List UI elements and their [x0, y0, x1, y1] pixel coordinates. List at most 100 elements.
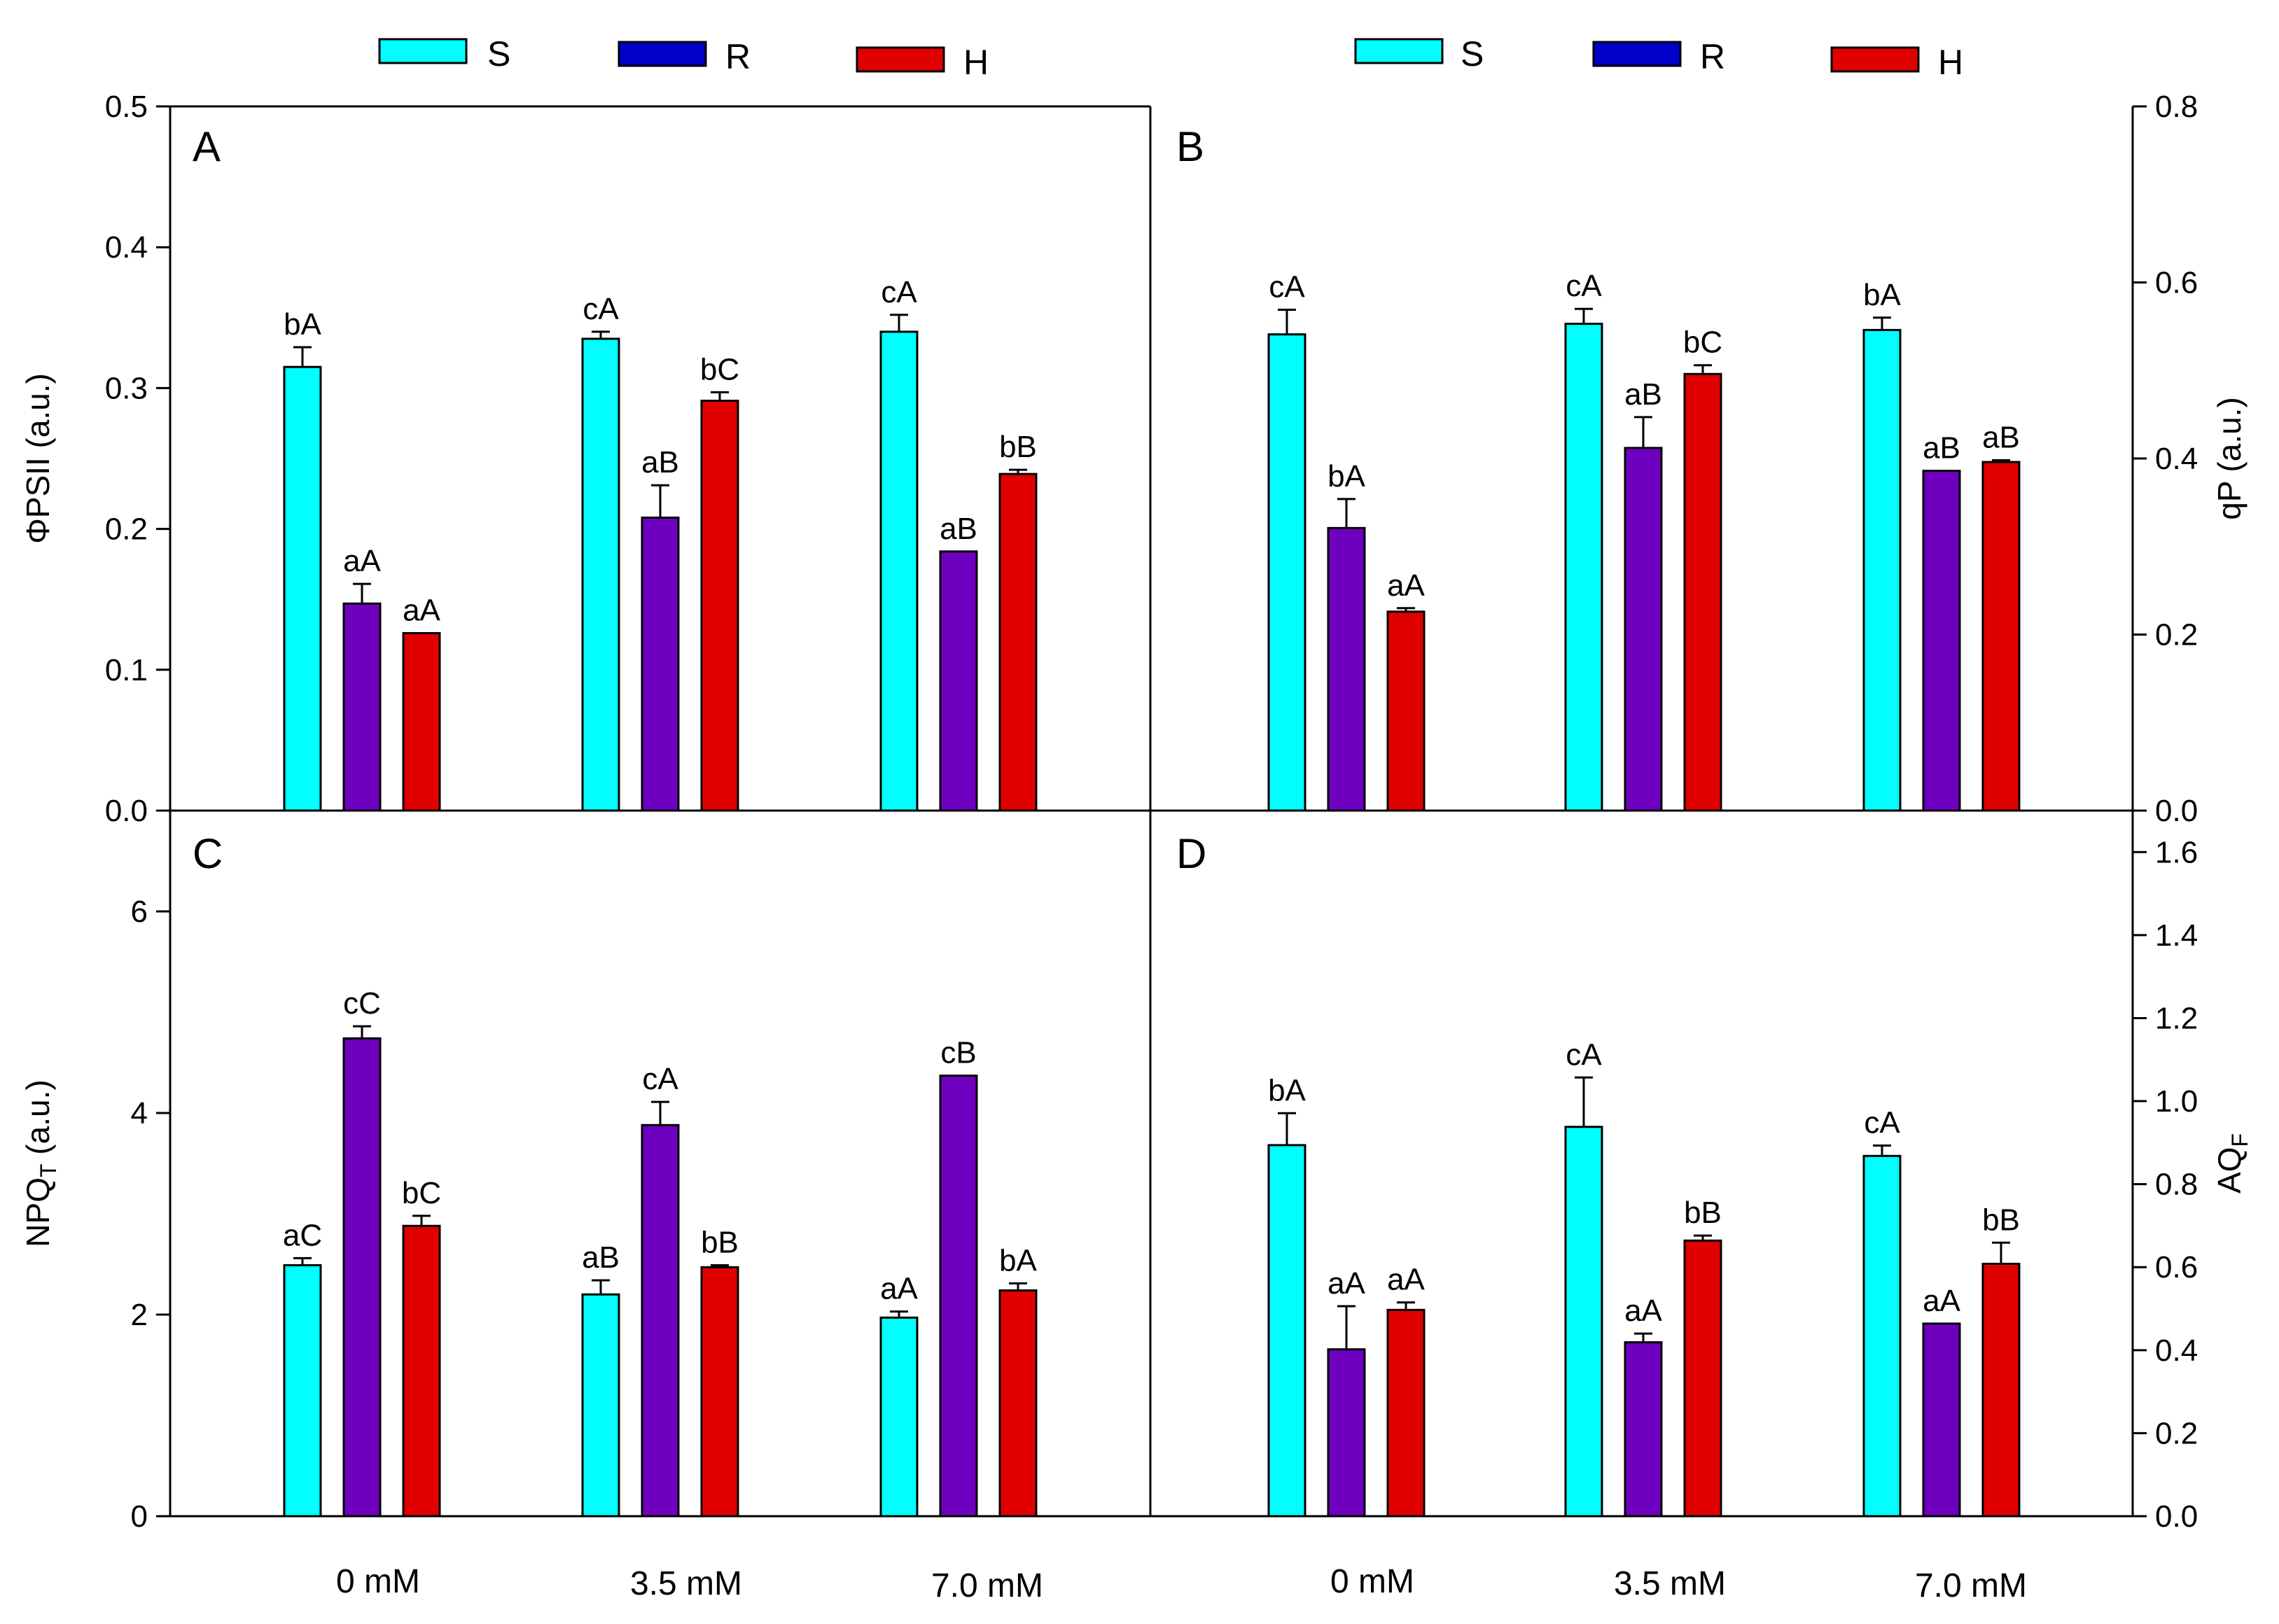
y-tick-label-d-3: 0.6 [2155, 1250, 2198, 1284]
bar-label-d-r-0: aA [1327, 1266, 1365, 1301]
bar-label-b-h-2: aB [1982, 421, 2020, 455]
bar-b-h-1 [1683, 372, 1722, 812]
y-axis-title-c: NPQT (a.u.) [20, 1079, 61, 1247]
bar-label-a-s-0: bA [284, 307, 321, 342]
y-tick-label-d-4: 0.8 [2155, 1168, 2198, 1202]
bar-label-c-h-1: bB [701, 1225, 739, 1259]
panel-d: D 0.0 0.2 0.4 0.6 0.8 1.0 1.2 1.4 1.6 AQF bA cA cA aA a… [1176, 830, 2252, 1534]
y-axis-title-b: qP (a.u.) [2211, 397, 2247, 520]
bar-a-s-2 [879, 330, 919, 812]
legend-swatch-s-right [1354, 38, 1444, 64]
bar-label-b-r-0: bA [1327, 459, 1365, 493]
group-label-3-5mm-left: 3.5 mM [630, 1565, 742, 1602]
panel-letter-a: A [193, 123, 221, 170]
group-label-3-5mm-right: 3.5 mM [1614, 1565, 1726, 1602]
y-tick-label-d-0: 0.0 [2155, 1499, 2198, 1534]
bar-label-d-s-0: bA [1268, 1073, 1306, 1107]
bar-label-c-h-2: bA [999, 1243, 1037, 1278]
legend-label-s: S [487, 34, 510, 74]
group-label-7-0mm-right: 7.0 mM [1915, 1567, 2027, 1604]
y-tick-label-b-4: 0.8 [2155, 90, 2198, 124]
legend-label-s-right: S [1461, 34, 1484, 74]
bar-label-d-r-2: aA [1923, 1284, 1960, 1318]
bar-b-s-2 [1862, 328, 1902, 812]
bar-d-h-0 [1386, 1308, 1426, 1518]
bar-d-r-1 [1624, 1341, 1663, 1518]
bar-c-r-0 [342, 1037, 382, 1518]
bar-d-r-2 [1922, 1322, 1961, 1518]
bar-label-a-r-0: aA [343, 544, 381, 578]
bar-b-r-0 [1327, 526, 1366, 812]
bar-d-s-2 [1862, 1154, 1902, 1518]
bar-a-s-0 [283, 365, 322, 812]
y-axis-title-a: ΦPSII (a.u.) [20, 373, 56, 544]
bar-label-d-h-0: aA [1387, 1263, 1425, 1297]
bar-label-d-s-2: cA [1864, 1106, 1900, 1140]
bar-label-c-s-1: aB [582, 1240, 620, 1275]
bar-label-a-h-2: bB [999, 430, 1037, 464]
bar-label-a-r-1: aB [641, 445, 679, 479]
bar-label-d-s-1: cA [1566, 1037, 1602, 1072]
bar-label-b-s-1: cA [1566, 269, 1602, 303]
bar-label-d-h-2: bB [1982, 1203, 2020, 1237]
legend-label-r: R [725, 37, 751, 76]
y-tick-label-c-1: 2 [131, 1298, 148, 1332]
bar-c-s-0 [283, 1264, 322, 1518]
y-tick-label-a-1: 0.1 [105, 653, 148, 687]
bar-d-r-0 [1327, 1348, 1366, 1518]
bar-b-h-0 [1386, 610, 1426, 812]
bar-label-a-r-2: aB [940, 512, 977, 546]
y-tick-label-d-1: 0.2 [2155, 1416, 2198, 1450]
bar-label-d-r-1: aA [1624, 1294, 1662, 1328]
panel-a: A 0.0 0.1 0.2 0.3 0.4 0.5 ΦPSII (a.u.) bA cA cA aA a… [20, 90, 1038, 828]
y-tick-label-b-2: 0.4 [2155, 442, 2198, 476]
y-tick-label-d-5: 1.0 [2155, 1084, 2198, 1119]
bar-label-c-s-2: aA [880, 1272, 918, 1306]
bar-a-r-2 [939, 550, 978, 812]
bar-label-b-s-0: cA [1269, 270, 1305, 304]
bar-a-h-0 [402, 631, 441, 812]
y-tick-label-d-7: 1.4 [2155, 918, 2198, 953]
bar-d-h-1 [1683, 1239, 1722, 1518]
legend-label-r-right: R [1700, 37, 1725, 76]
bar-c-s-1 [581, 1293, 620, 1518]
bar-d-s-1 [1564, 1126, 1603, 1518]
legend-label-h-right: H [1938, 43, 1963, 82]
bar-label-c-r-0: cC [343, 986, 381, 1021]
bar-a-r-0 [342, 602, 382, 812]
bar-label-b-s-2: bA [1863, 278, 1901, 312]
group-label-0mm-left: 0 mM [336, 1563, 420, 1600]
y-tick-label-a-2: 0.2 [105, 512, 148, 547]
bar-a-s-1 [581, 337, 620, 812]
legend-right: S R H [1354, 34, 1963, 82]
bar-c-h-2 [998, 1289, 1038, 1518]
legend-swatch-h-right [1830, 46, 1920, 73]
bar-label-c-h-0: bC [402, 1176, 441, 1210]
bar-c-h-1 [700, 1266, 739, 1518]
bar-b-h-2 [1981, 461, 2021, 812]
bar-c-h-0 [402, 1224, 441, 1518]
y-tick-label-c-0: 0 [131, 1499, 148, 1534]
panel-frames [169, 105, 2134, 1518]
y-tick-label-a-4: 0.4 [105, 230, 148, 265]
category-labels-right: 0 mM 3.5 mM 7.0 mM [1330, 1563, 2027, 1604]
y-tick-label-c-2: 4 [131, 1096, 148, 1130]
y-tick-label-c-3: 6 [131, 895, 148, 929]
bar-label-c-r-1: cA [642, 1062, 678, 1096]
bar-label-c-s-0: aC [283, 1218, 322, 1252]
y-tick-label-a-0: 0.0 [105, 794, 148, 828]
y-tick-label-d-8: 1.6 [2155, 835, 2198, 869]
y-tick-label-b-0: 0.0 [2155, 794, 2198, 828]
bar-label-b-r-2: aB [1923, 431, 1960, 465]
legend-label-h: H [963, 43, 989, 82]
legend-swatch-r-right [1592, 41, 1682, 67]
y-tick-label-b-1: 0.2 [2155, 618, 2198, 652]
legend-swatch-s [378, 38, 468, 64]
panel-b: B 0.0 0.2 0.4 0.6 0.8 qP (a.u.) cA cA bA bA aB aB aA b… [1176, 90, 2247, 828]
bar-label-b-h-0: aA [1387, 568, 1425, 603]
group-label-7-0mm-left: 7.0 mM [931, 1567, 1043, 1604]
bar-a-h-2 [998, 472, 1038, 812]
legend-left: S R H [378, 34, 989, 82]
y-tick-label-d-2: 0.4 [2155, 1334, 2198, 1368]
bar-label-b-r-1: aB [1624, 377, 1662, 412]
